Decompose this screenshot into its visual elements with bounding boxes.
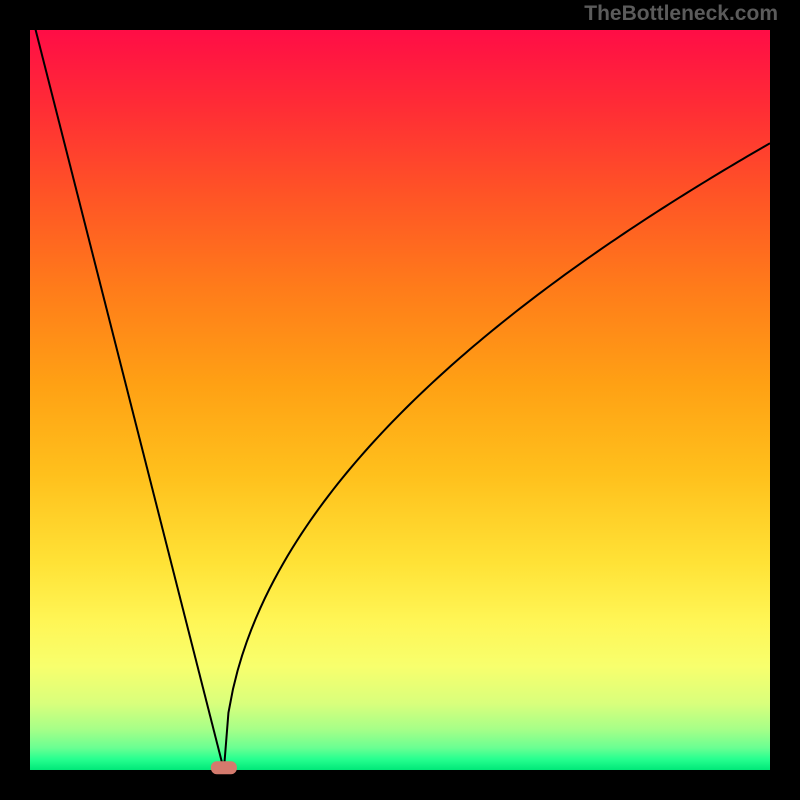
watermark-text: TheBottleneck.com [584,2,778,26]
plot-background [30,30,770,770]
bottleneck-chart [0,0,800,800]
origin-marker [211,761,237,774]
